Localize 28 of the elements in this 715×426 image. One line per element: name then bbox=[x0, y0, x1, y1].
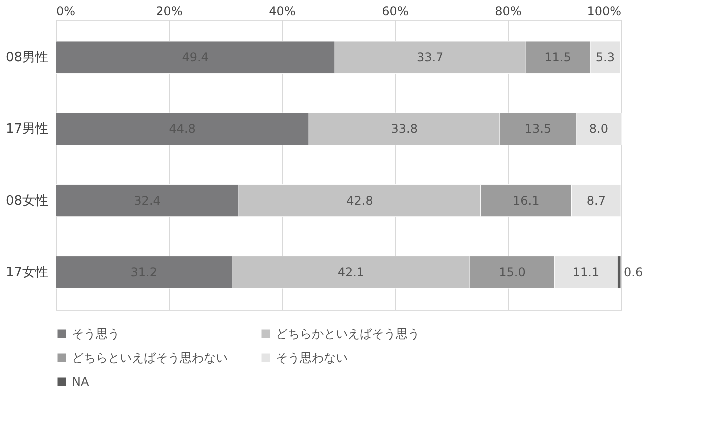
y-tick-label: 17男性 bbox=[6, 122, 48, 138]
data-label: 8.7 bbox=[586, 194, 606, 208]
data-label: 11.5 bbox=[544, 50, 572, 65]
legend-label: NA bbox=[72, 375, 90, 389]
y-tick-label: 17女性 bbox=[6, 265, 48, 280]
legend-label: そう思う bbox=[72, 327, 120, 341]
data-label: 42.8 bbox=[346, 194, 374, 208]
y-tick-label: 08女性 bbox=[6, 194, 48, 209]
legend-label: どちらといえばそう思わない bbox=[72, 351, 228, 365]
legend-label: そう思わない bbox=[276, 351, 348, 365]
data-label: 13.5 bbox=[524, 122, 552, 136]
y-tick-label: 08男性 bbox=[6, 50, 48, 66]
legend-label: どちらかといえばそう思う bbox=[276, 327, 420, 341]
data-label: 33.8 bbox=[391, 122, 418, 136]
data-label: 16.1 bbox=[513, 194, 540, 208]
x-tick-label: 40% bbox=[269, 4, 296, 18]
data-label: 8.0 bbox=[589, 122, 609, 136]
data-label: 33.7 bbox=[416, 50, 444, 65]
data-label: 15.0 bbox=[499, 265, 526, 280]
x-tick-label: 100% bbox=[587, 4, 622, 18]
x-tick-label: 80% bbox=[495, 4, 522, 18]
data-label: 0.6 bbox=[624, 265, 644, 280]
data-label: 42.1 bbox=[338, 265, 365, 280]
x-tick-label: 0% bbox=[56, 4, 76, 18]
x-tick-label: 60% bbox=[382, 4, 409, 18]
x-tick-label: 20% bbox=[156, 4, 183, 18]
data-label: 11.1 bbox=[572, 265, 600, 280]
data-label: 5.3 bbox=[596, 50, 616, 65]
